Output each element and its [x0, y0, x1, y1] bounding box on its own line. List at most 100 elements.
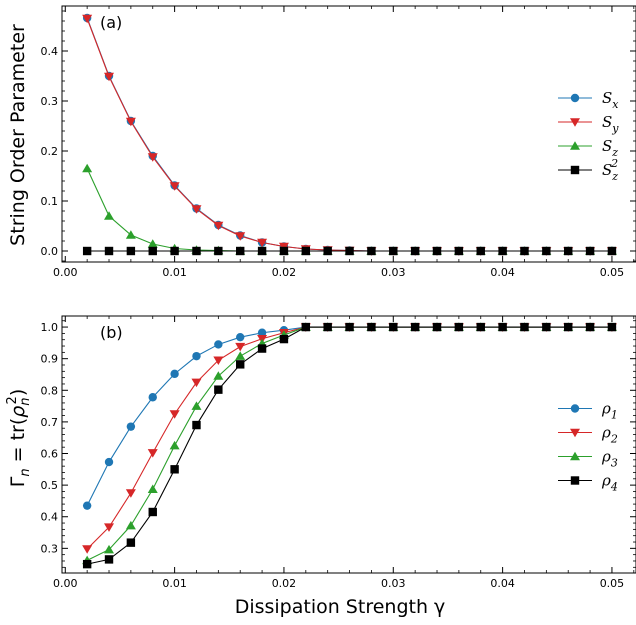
data-point — [170, 369, 179, 379]
data-point — [389, 246, 398, 256]
data-point — [214, 246, 223, 256]
legend-item: Sz — [558, 137, 618, 159]
data-point — [301, 246, 311, 256]
data-point — [147, 153, 158, 162]
y-tick-label: 0.3 — [41, 542, 59, 555]
y-tick-label: 0.0 — [41, 245, 59, 258]
data-point — [367, 246, 376, 256]
y-axis-label-b-text: Γn = tr(ρn2) — [5, 389, 33, 488]
x-tick-label: 0.00 — [53, 266, 78, 279]
panel-label: (b) — [100, 323, 123, 342]
x-tick-label: 0.04 — [490, 577, 515, 590]
data-point — [257, 344, 267, 353]
data-point — [607, 322, 617, 332]
data-point — [125, 520, 136, 530]
legend-marker — [570, 476, 580, 485]
data-point — [104, 523, 115, 532]
data-point — [257, 246, 267, 256]
legend-marker — [570, 451, 580, 461]
series-Sz — [82, 163, 617, 255]
data-point — [585, 246, 595, 256]
legend-marker — [570, 118, 580, 127]
data-point — [235, 351, 246, 360]
panel-label: (a) — [100, 13, 122, 32]
data-point — [236, 360, 245, 369]
data-point — [257, 238, 268, 248]
y-tick-label: 0.4 — [41, 45, 59, 58]
data-point — [235, 342, 246, 352]
data-point — [104, 211, 115, 220]
y-tick-label: 0.5 — [41, 479, 59, 492]
data-point — [125, 489, 136, 498]
data-point — [367, 322, 376, 332]
data-point — [279, 246, 289, 256]
data-point — [214, 340, 223, 349]
data-point — [454, 246, 464, 256]
series-line — [86, 326, 612, 561]
legend-marker — [570, 165, 580, 175]
data-point — [170, 465, 179, 474]
data-point — [257, 328, 267, 337]
series-ρ3 — [82, 322, 617, 565]
y-axis-label-a: String Order Parameter — [7, 24, 29, 246]
legend-item: ρ4 — [558, 472, 618, 494]
data-point — [104, 72, 115, 82]
data-point — [323, 322, 332, 332]
y-tick-label: 1.0 — [41, 321, 59, 334]
panel-a: 0.00 0.01 0.02 0.03 0.04 0.05 0.0 0.1 0.2 0.3 0.4 (… — [41, 5, 636, 279]
data-point — [82, 545, 93, 554]
data-point — [126, 422, 136, 431]
y-tick-label: 0.6 — [41, 448, 59, 461]
legend-label: Sz — [602, 137, 618, 159]
legend-item: ρ3 — [558, 448, 618, 470]
legend-label: Sz2 — [602, 157, 618, 183]
data-point — [82, 501, 92, 510]
data-point — [82, 14, 93, 24]
series-line — [86, 326, 612, 506]
data-point — [432, 322, 442, 332]
data-point — [169, 182, 180, 191]
legend-label: Sx — [602, 89, 619, 111]
legend-item: ρ2 — [558, 424, 618, 446]
data-point — [126, 538, 136, 547]
data-point — [607, 246, 617, 256]
legend-label: ρ2 — [601, 424, 618, 446]
data-point — [104, 457, 114, 467]
series-line — [86, 168, 612, 252]
data-point — [542, 246, 551, 256]
series-Sz2 — [82, 246, 617, 256]
data-point — [191, 378, 202, 388]
data-point — [147, 484, 158, 493]
x-tick-label: 0.01 — [162, 266, 187, 279]
series-Sx — [82, 13, 617, 256]
legend-item: Sx — [558, 89, 619, 111]
data-point — [564, 246, 573, 256]
y-tick-label: 0.9 — [41, 353, 59, 366]
data-point — [214, 385, 223, 394]
data-point — [191, 401, 202, 410]
data-point — [147, 449, 158, 458]
legend-label: ρ3 — [601, 448, 618, 470]
legend-label: Sy — [602, 113, 619, 135]
data-point — [125, 230, 136, 239]
data-point — [126, 246, 136, 256]
series-ρ1 — [82, 322, 617, 510]
data-point — [169, 440, 180, 450]
data-point — [213, 356, 224, 366]
data-point — [148, 507, 157, 517]
data-point — [191, 205, 202, 214]
data-point — [104, 246, 114, 256]
data-point — [476, 322, 485, 332]
data-point — [410, 322, 420, 332]
data-point — [498, 322, 507, 332]
x-tick-label: 0.01 — [162, 577, 187, 590]
plot-frame — [61, 5, 636, 263]
x-tick-label: 0.03 — [381, 577, 406, 590]
data-point — [82, 163, 93, 173]
series-line — [87, 326, 612, 565]
data-point — [104, 555, 114, 564]
x-axis-label: Dissipation Strength γ — [235, 596, 446, 618]
data-point — [520, 322, 529, 332]
data-point — [148, 393, 157, 402]
